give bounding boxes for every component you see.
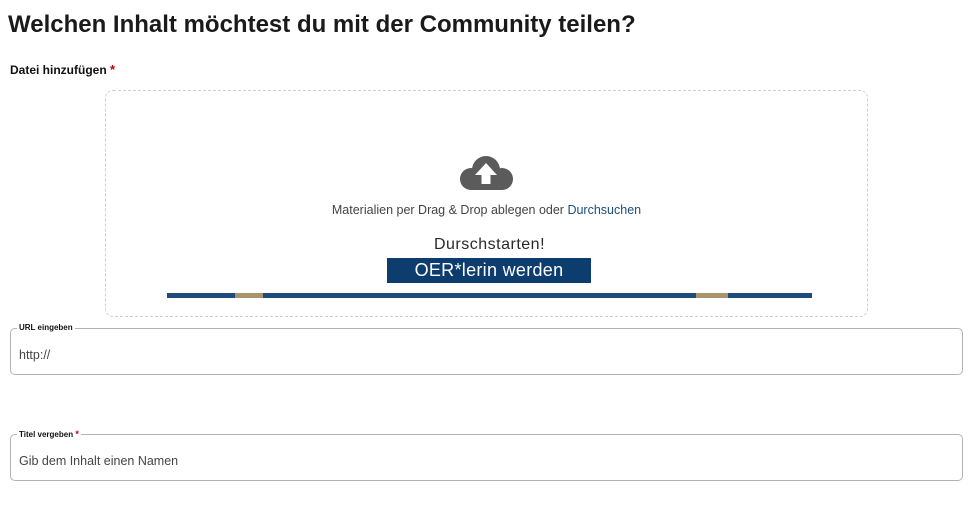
- banner-stripe-accent: [696, 293, 728, 298]
- title-input[interactable]: [19, 452, 949, 470]
- url-field: URL eingeben: [10, 323, 963, 375]
- banner-stripe: [167, 293, 812, 298]
- upload-arrow: [475, 163, 497, 184]
- url-input[interactable]: [19, 346, 949, 364]
- dropzone-instructions: Materialien per Drag & Drop ablegen oder…: [106, 202, 867, 218]
- banner-headline: Durschstarten!: [433, 236, 546, 253]
- required-marker: *: [110, 62, 116, 77]
- promo-banner[interactable]: Durschstarten! OER*lerin werden: [167, 235, 812, 298]
- url-field-legend-text: URL eingeben: [19, 323, 73, 332]
- title-field-legend: Titel vergeben *: [17, 429, 81, 440]
- banner-button: OER*lerin werden: [387, 258, 591, 283]
- file-upload-label-text: Datei hinzufügen: [10, 63, 107, 77]
- file-upload-label: Datei hinzufügen *: [10, 62, 116, 78]
- required-marker: *: [75, 429, 79, 439]
- title-field: Titel vergeben *: [10, 429, 963, 481]
- title-field-legend-text: Titel vergeben: [19, 430, 74, 439]
- banner-stripe-accent: [235, 293, 263, 298]
- url-field-legend: URL eingeben: [17, 323, 75, 333]
- dropzone-instructions-text: Materialien per Drag & Drop ablegen oder: [331, 203, 564, 217]
- cloud-upload-icon: [460, 156, 513, 190]
- browse-link[interactable]: Durchsuchen: [567, 203, 642, 217]
- file-dropzone[interactable]: Materialien per Drag & Drop ablegen oder…: [105, 90, 868, 317]
- page-title: Welchen Inhalt möchtest du mit der Commu…: [8, 11, 636, 38]
